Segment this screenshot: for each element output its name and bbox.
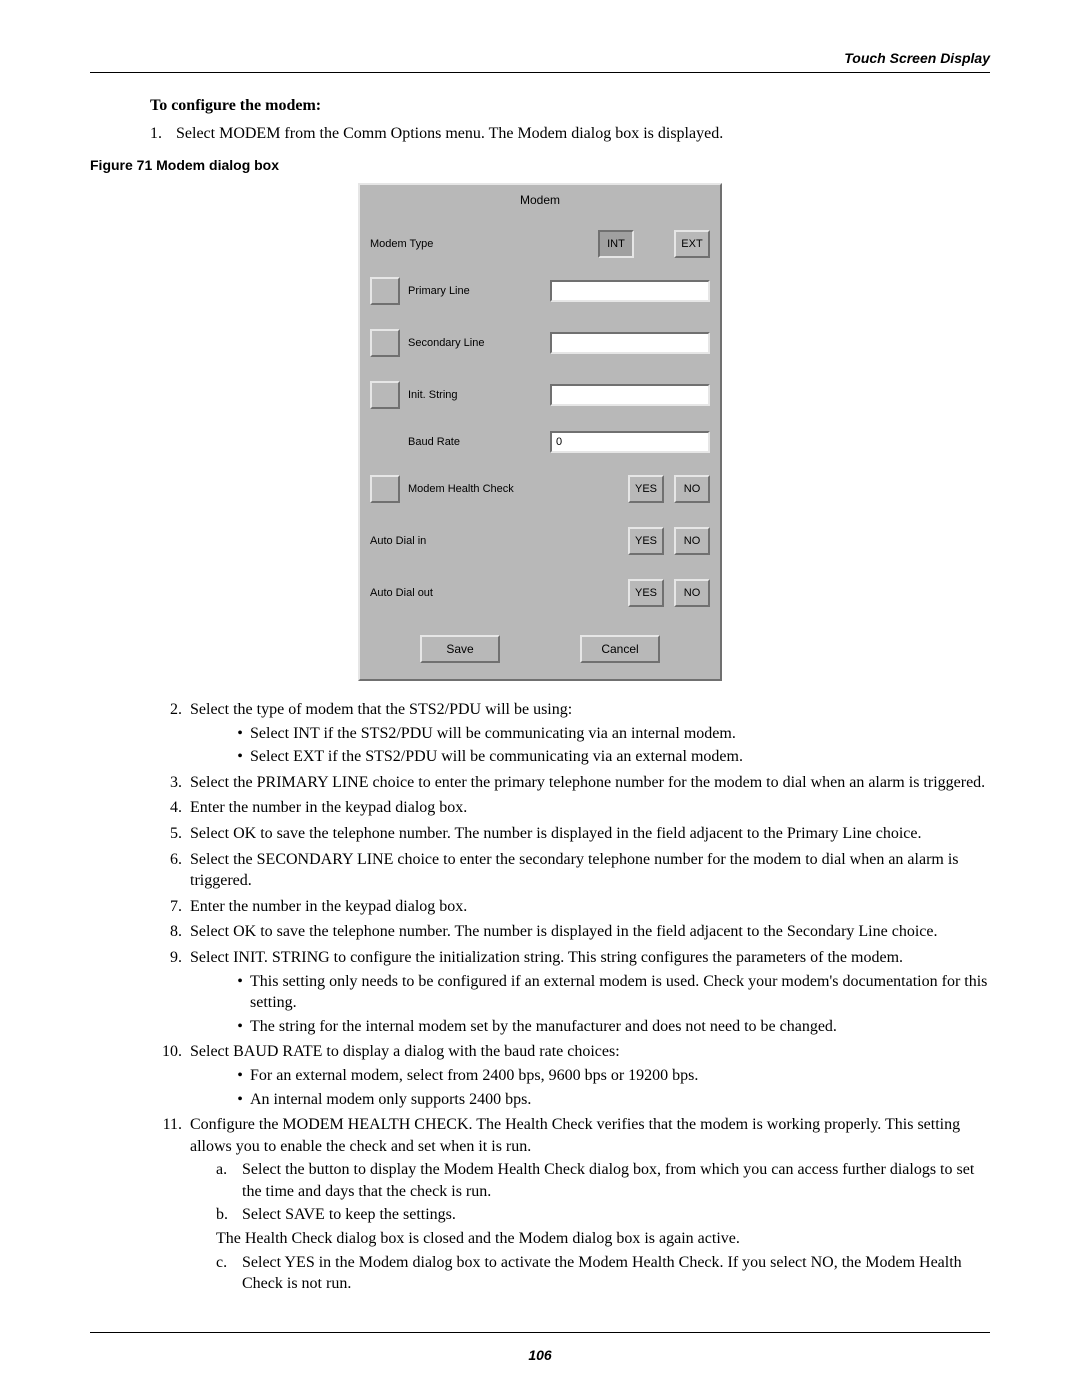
primary-line-field[interactable] bbox=[550, 280, 710, 302]
auto-dial-out-label: Auto Dial out bbox=[370, 587, 628, 599]
list-text: Select INIT. STRING to configure the ini… bbox=[190, 947, 990, 1037]
sub-text: An internal modem only supports 2400 bps… bbox=[250, 1089, 990, 1111]
bullet-icon: • bbox=[230, 723, 250, 745]
list-text: Select the SECONDARY LINE choice to ente… bbox=[190, 849, 990, 892]
instruction-list: 2. Select the type of modem that the STS… bbox=[90, 699, 990, 1295]
list-num: 2. bbox=[150, 699, 190, 768]
letter-text: Select YES in the Modem dialog box to ac… bbox=[242, 1252, 990, 1295]
bullet-icon: • bbox=[230, 1089, 250, 1111]
i11-text: Configure the MODEM HEALTH CHECK. The He… bbox=[190, 1116, 960, 1155]
init-string-label: Init. String bbox=[400, 389, 550, 401]
list-text: Enter the number in the keypad dialog bo… bbox=[190, 797, 990, 819]
page-header-right: Touch Screen Display bbox=[90, 50, 990, 66]
sub-text: This setting only needs to be configured… bbox=[250, 971, 990, 1014]
list-text: Select the PRIMARY LINE choice to enter … bbox=[190, 772, 990, 794]
init-string-field[interactable] bbox=[550, 384, 710, 406]
init-string-button[interactable] bbox=[370, 381, 400, 409]
list-num: 11. bbox=[150, 1114, 190, 1295]
health-check-button[interactable] bbox=[370, 475, 400, 503]
list-num: 8. bbox=[150, 921, 190, 943]
letter-num: b. bbox=[216, 1204, 242, 1226]
section-title: To configure the modem: bbox=[150, 97, 990, 115]
page-number: 106 bbox=[0, 1347, 1080, 1363]
bullet-icon: • bbox=[230, 1065, 250, 1087]
top-rule bbox=[90, 72, 990, 73]
step-1-text: Select MODEM from the Comm Options menu.… bbox=[176, 125, 723, 143]
sub-text: Select EXT if the STS2/PDU will be commu… bbox=[250, 746, 990, 768]
step-1-num: 1. bbox=[150, 125, 176, 143]
baud-rate-label: Baud Rate bbox=[400, 436, 550, 448]
dialog-title: Modem bbox=[360, 185, 720, 223]
list-text: Configure the MODEM HEALTH CHECK. The He… bbox=[190, 1114, 990, 1295]
bottom-rule bbox=[90, 1332, 990, 1333]
list-num: 6. bbox=[150, 849, 190, 892]
bullet-icon: • bbox=[230, 1016, 250, 1038]
secondary-line-label: Secondary Line bbox=[400, 337, 550, 349]
list-num: 5. bbox=[150, 823, 190, 845]
auto-dial-in-yes-button[interactable]: YES bbox=[628, 527, 664, 555]
list-num: 4. bbox=[150, 797, 190, 819]
letter-num: c. bbox=[216, 1252, 242, 1295]
list-num: 7. bbox=[150, 896, 190, 918]
letter-num: a. bbox=[216, 1159, 242, 1202]
sub-text: Select INT if the STS2/PDU will be commu… bbox=[250, 723, 990, 745]
secondary-line-button[interactable] bbox=[370, 329, 400, 357]
list-num: 3. bbox=[150, 772, 190, 794]
health-check-label: Modem Health Check bbox=[400, 483, 628, 495]
secondary-line-field[interactable] bbox=[550, 332, 710, 354]
health-check-no-button[interactable]: NO bbox=[674, 475, 710, 503]
figure-caption: Figure 71 Modem dialog box bbox=[90, 157, 990, 173]
modem-type-label: Modem Type bbox=[370, 238, 598, 250]
int-button[interactable]: INT bbox=[598, 230, 634, 258]
auto-dial-in-no-button[interactable]: NO bbox=[674, 527, 710, 555]
letter-text: Select the button to display the Modem H… bbox=[242, 1159, 990, 1202]
list-num: 10. bbox=[150, 1041, 190, 1110]
bullet-icon: • bbox=[230, 971, 250, 1014]
primary-line-label: Primary Line bbox=[400, 285, 550, 297]
list-text: Select OK to save the telephone number. … bbox=[190, 823, 990, 845]
health-check-yes-button[interactable]: YES bbox=[628, 475, 664, 503]
modem-dialog: Modem Modem Type INT EXT Primary Line Se… bbox=[358, 183, 722, 681]
bullet-icon: • bbox=[230, 746, 250, 768]
letter-text: Select SAVE to keep the settings. bbox=[242, 1204, 990, 1226]
save-button[interactable]: Save bbox=[420, 635, 500, 663]
plain-text: The Health Check dialog box is closed an… bbox=[216, 1228, 990, 1250]
list-text: Enter the number in the keypad dialog bo… bbox=[190, 896, 990, 918]
i9-text: Select INIT. STRING to configure the ini… bbox=[190, 949, 903, 966]
baud-rate-field[interactable]: 0 bbox=[550, 431, 710, 453]
list-num: 9. bbox=[150, 947, 190, 1037]
cancel-button[interactable]: Cancel bbox=[580, 635, 660, 663]
list-text: Select OK to save the telephone number. … bbox=[190, 921, 990, 943]
step-1: 1. Select MODEM from the Comm Options me… bbox=[150, 125, 990, 143]
list-text: Select the type of modem that the STS2/P… bbox=[190, 699, 990, 768]
auto-dial-out-no-button[interactable]: NO bbox=[674, 579, 710, 607]
sub-text: The string for the internal modem set by… bbox=[250, 1016, 990, 1038]
primary-line-button[interactable] bbox=[370, 277, 400, 305]
i10-text: Select BAUD RATE to display a dialog wit… bbox=[190, 1043, 620, 1060]
i2-text: Select the type of modem that the STS2/P… bbox=[190, 701, 572, 718]
sub-text: For an external modem, select from 2400 … bbox=[250, 1065, 990, 1087]
auto-dial-in-label: Auto Dial in bbox=[370, 535, 628, 547]
list-text: Select BAUD RATE to display a dialog wit… bbox=[190, 1041, 990, 1110]
auto-dial-out-yes-button[interactable]: YES bbox=[628, 579, 664, 607]
ext-button[interactable]: EXT bbox=[674, 230, 710, 258]
